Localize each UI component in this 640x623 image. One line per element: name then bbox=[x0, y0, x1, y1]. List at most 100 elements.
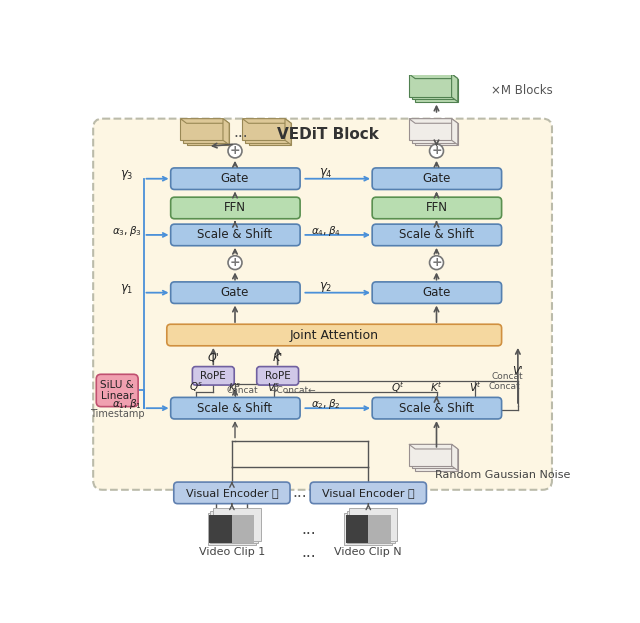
Text: RoPE: RoPE bbox=[265, 371, 291, 381]
Text: RoPE: RoPE bbox=[200, 371, 226, 381]
Text: $\alpha_4,\beta_4$: $\alpha_4,\beta_4$ bbox=[311, 224, 340, 238]
FancyBboxPatch shape bbox=[93, 118, 552, 490]
FancyBboxPatch shape bbox=[372, 168, 502, 189]
Text: FFN: FFN bbox=[224, 201, 246, 214]
Bar bbox=[243, 118, 285, 140]
Bar bbox=[246, 121, 288, 143]
FancyBboxPatch shape bbox=[372, 282, 502, 303]
Bar bbox=[209, 515, 254, 543]
Bar bbox=[180, 118, 223, 140]
FancyBboxPatch shape bbox=[167, 324, 502, 346]
FancyBboxPatch shape bbox=[174, 482, 290, 503]
Text: Gate: Gate bbox=[422, 172, 451, 185]
Text: Q': Q' bbox=[207, 353, 219, 363]
Text: $\gamma_2$: $\gamma_2$ bbox=[319, 280, 332, 293]
Text: +: + bbox=[431, 256, 442, 269]
Bar bbox=[409, 444, 452, 466]
Text: $Q^s$: $Q^s$ bbox=[189, 381, 204, 394]
Bar bbox=[184, 121, 226, 143]
Text: $K^s$: $K^s$ bbox=[228, 381, 241, 394]
Text: Gate: Gate bbox=[221, 172, 249, 185]
Text: $\gamma_3$: $\gamma_3$ bbox=[120, 168, 133, 182]
Text: ...: ... bbox=[233, 125, 248, 140]
Bar bbox=[412, 76, 454, 100]
Polygon shape bbox=[223, 118, 229, 145]
Text: ...: ... bbox=[301, 521, 316, 536]
Text: +: + bbox=[230, 256, 240, 269]
Text: ...: ... bbox=[292, 485, 307, 500]
Polygon shape bbox=[285, 118, 291, 145]
Polygon shape bbox=[452, 118, 458, 145]
Text: FFN: FFN bbox=[426, 201, 447, 214]
Text: Scale & Shift: Scale & Shift bbox=[399, 402, 474, 415]
Polygon shape bbox=[452, 444, 458, 470]
FancyBboxPatch shape bbox=[171, 397, 300, 419]
Text: $\alpha_3,\beta_3$: $\alpha_3,\beta_3$ bbox=[111, 224, 141, 238]
Text: Gate: Gate bbox=[221, 286, 249, 299]
Text: $V^t$: $V^t$ bbox=[468, 381, 482, 394]
Text: $\gamma_1$: $\gamma_1$ bbox=[120, 282, 133, 296]
Text: Random Gaussian Noise: Random Gaussian Noise bbox=[435, 470, 570, 480]
FancyBboxPatch shape bbox=[193, 366, 234, 385]
Polygon shape bbox=[409, 74, 458, 78]
Text: Scale & Shift: Scale & Shift bbox=[197, 229, 273, 242]
Bar bbox=[212, 508, 260, 541]
Text: $\alpha_1,\beta_1$: $\alpha_1,\beta_1$ bbox=[111, 397, 141, 411]
Text: $\gamma_4$: $\gamma_4$ bbox=[319, 166, 333, 179]
Text: Video Clip N: Video Clip N bbox=[335, 547, 402, 557]
Text: K': K' bbox=[273, 353, 283, 363]
Bar bbox=[210, 511, 259, 543]
Text: SiLU &
Linear: SiLU & Linear bbox=[100, 379, 134, 401]
Text: $\alpha_2,\beta_2$: $\alpha_2,\beta_2$ bbox=[311, 397, 340, 411]
Bar bbox=[415, 123, 458, 145]
FancyBboxPatch shape bbox=[257, 366, 298, 385]
FancyBboxPatch shape bbox=[96, 374, 138, 407]
Circle shape bbox=[228, 144, 242, 158]
Text: Scale & Shift: Scale & Shift bbox=[399, 229, 474, 242]
Bar bbox=[349, 508, 397, 541]
Text: →Concat←: →Concat← bbox=[270, 386, 316, 395]
Text: Concat: Concat bbox=[492, 372, 523, 381]
Polygon shape bbox=[180, 118, 229, 123]
Bar bbox=[415, 449, 458, 470]
Bar bbox=[409, 118, 452, 140]
Bar bbox=[346, 515, 391, 543]
Text: Gate: Gate bbox=[422, 286, 451, 299]
Circle shape bbox=[429, 255, 444, 270]
FancyBboxPatch shape bbox=[372, 224, 502, 245]
Polygon shape bbox=[243, 118, 291, 123]
Circle shape bbox=[228, 255, 242, 270]
Text: VEDiT Block: VEDiT Block bbox=[277, 127, 379, 142]
Text: Concat: Concat bbox=[488, 382, 520, 391]
Bar bbox=[347, 511, 395, 543]
Text: Joint Attention: Joint Attention bbox=[290, 328, 379, 341]
Circle shape bbox=[429, 144, 444, 158]
Text: V': V' bbox=[513, 366, 523, 376]
Text: $V^s$: $V^s$ bbox=[267, 381, 280, 394]
Text: Visual Encoder 🔒: Visual Encoder 🔒 bbox=[186, 488, 278, 498]
FancyBboxPatch shape bbox=[171, 197, 300, 219]
Bar bbox=[232, 515, 254, 543]
Polygon shape bbox=[409, 444, 458, 449]
Bar bbox=[344, 513, 392, 545]
FancyBboxPatch shape bbox=[372, 397, 502, 419]
Text: +: + bbox=[230, 145, 240, 158]
Text: $Q^t$: $Q^t$ bbox=[391, 380, 404, 395]
Bar bbox=[412, 447, 454, 468]
Text: $K^t$: $K^t$ bbox=[430, 381, 443, 394]
Bar bbox=[415, 78, 458, 102]
Text: +: + bbox=[431, 145, 442, 158]
Bar bbox=[368, 515, 391, 543]
FancyBboxPatch shape bbox=[171, 282, 300, 303]
Text: ...: ... bbox=[301, 545, 316, 559]
FancyBboxPatch shape bbox=[171, 168, 300, 189]
Text: Visual Encoder 🔒: Visual Encoder 🔒 bbox=[322, 488, 415, 498]
Text: Timestamp: Timestamp bbox=[90, 409, 145, 419]
Text: Video Clip 1: Video Clip 1 bbox=[199, 547, 265, 557]
Bar bbox=[412, 121, 454, 143]
FancyBboxPatch shape bbox=[372, 197, 502, 219]
Text: Concat: Concat bbox=[227, 386, 259, 395]
FancyBboxPatch shape bbox=[171, 224, 300, 245]
Polygon shape bbox=[409, 118, 458, 123]
Bar bbox=[208, 513, 256, 545]
